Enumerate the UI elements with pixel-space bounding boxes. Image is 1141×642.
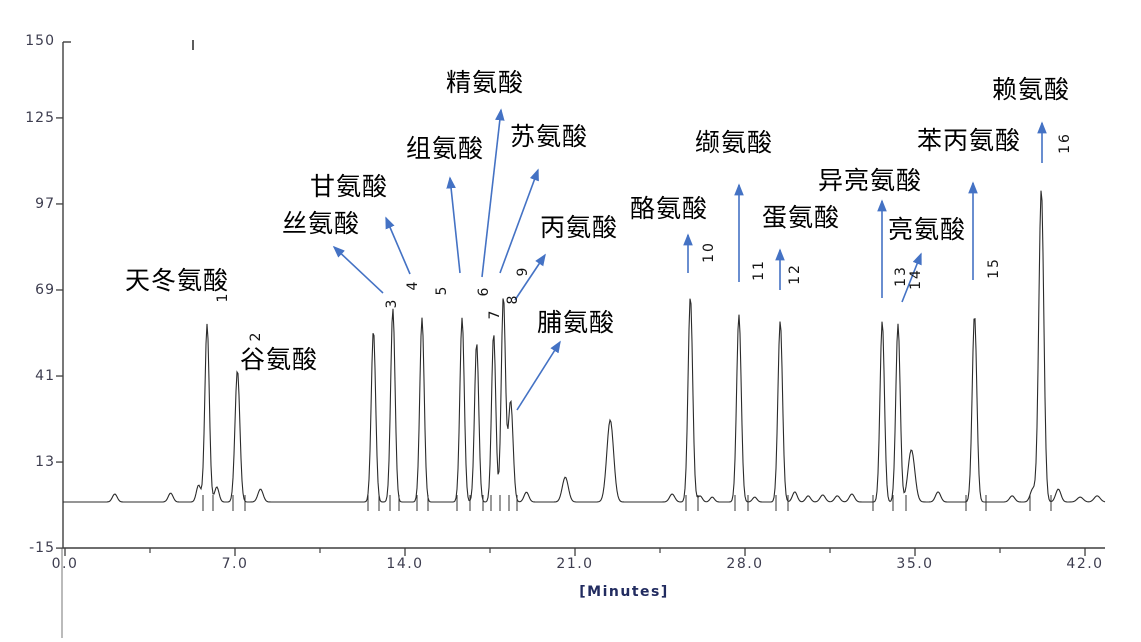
amino-acid-label: 脯氨酸 <box>537 308 616 337</box>
amino-acid-label: 缬氨酸 <box>695 128 774 157</box>
amino-acid-label: 苏氨酸 <box>510 122 589 151</box>
peak-number-label: 10 <box>701 241 717 263</box>
chromatogram-trace <box>63 190 1106 503</box>
peak-integration-marks <box>202 495 1052 511</box>
x-tick-label: 7.0 <box>221 556 249 572</box>
amino-acid-label: 酪氨酸 <box>630 194 709 223</box>
signal-trace <box>63 190 1106 503</box>
annotation-arrow <box>446 176 461 274</box>
peak-number-label: 16 <box>1057 132 1073 154</box>
peak-number-label: 3 <box>384 297 400 309</box>
x-tick-label: 35.0 <box>896 556 934 572</box>
peak-number-label: 5 <box>434 284 450 296</box>
amino-acid-label: 蛋氨酸 <box>762 203 841 232</box>
amino-acid-label: 丝氨酸 <box>282 209 361 238</box>
amino-acid-label: 苯丙氨酸 <box>917 126 1022 155</box>
peak-number-label: 7 <box>487 308 503 320</box>
x-tick-label: 42.0 <box>1066 556 1104 572</box>
y-tick-label: -15 <box>29 540 55 557</box>
amino-acid-label: 亮氨酸 <box>888 215 967 244</box>
annotation-arrow <box>516 340 561 411</box>
y-tick-label: 69 <box>35 281 55 298</box>
y-tick-label: 97 <box>35 195 55 212</box>
x-tick-label: 28.0 <box>726 556 764 572</box>
y-tick-label: 125 <box>25 109 55 126</box>
annotation-arrow <box>499 168 539 274</box>
peak-number-label: 9 <box>515 265 531 277</box>
annotation-arrows <box>332 108 1047 411</box>
amino-acid-label: 丙氨酸 <box>540 213 619 242</box>
peak-number-label: 15 <box>986 257 1002 279</box>
amino-acid-label: 精氨酸 <box>446 68 525 97</box>
y-tick-label: 150 <box>25 33 55 50</box>
y-tick-label: 13 <box>35 454 55 471</box>
amino-acid-label: 赖氨酸 <box>992 75 1071 104</box>
peak-number-label: 1 <box>215 291 231 303</box>
peak-number-label: 12 <box>787 263 803 285</box>
x-tick-label: 21.0 <box>556 556 594 572</box>
annotation-arrow <box>901 252 922 303</box>
annotation-arrow <box>332 245 384 294</box>
x-axis-title: [Minutes] <box>579 584 669 600</box>
amino-acid-label: 组氨酸 <box>406 134 485 163</box>
axes <box>56 40 1105 638</box>
annotation-arrow <box>514 253 546 301</box>
peak-number-label: 13 <box>893 265 909 287</box>
annotation-arrow <box>385 216 411 275</box>
x-tick-label: 0.0 <box>51 556 79 572</box>
amino-acid-label: 天冬氨酸 <box>125 266 230 295</box>
amino-acid-label: 甘氨酸 <box>310 172 389 201</box>
amino-acid-label: 谷氨酸 <box>240 345 319 374</box>
peak-number-label: 8 <box>505 293 521 305</box>
peak-number-label: 6 <box>476 285 492 297</box>
peak-number-label: 14 <box>908 268 924 290</box>
peak-number-label: 4 <box>405 279 421 291</box>
y-tick-label: 41 <box>35 368 55 385</box>
annotation-arrow <box>481 108 505 278</box>
peak-number-label: 11 <box>751 259 767 281</box>
x-tick-label: 14.0 <box>386 556 424 572</box>
peak-number-label: 2 <box>248 330 264 342</box>
amino-acid-label: 异亮氨酸 <box>818 166 923 195</box>
